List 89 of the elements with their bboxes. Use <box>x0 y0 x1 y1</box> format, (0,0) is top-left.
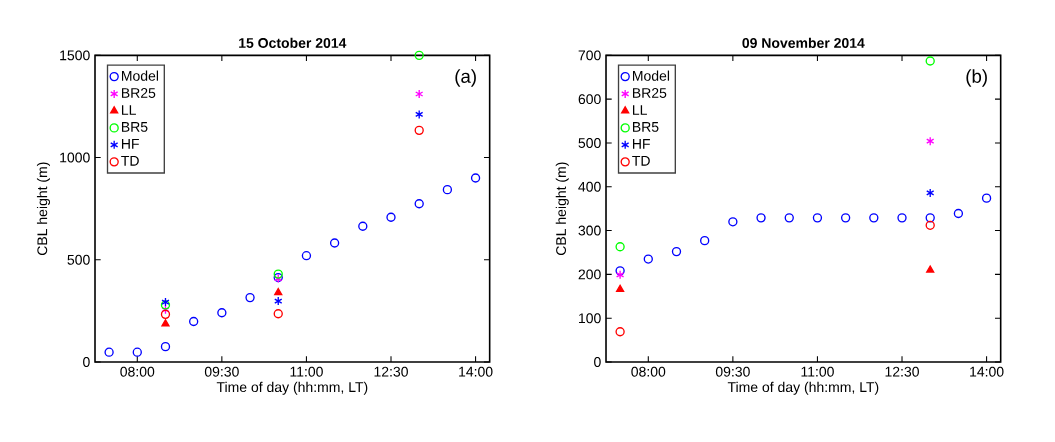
point <box>700 235 710 246</box>
point <box>104 347 114 357</box>
x-axis-title: Time of day (hh:mm, LT) <box>216 381 368 395</box>
legend-label: BR5 <box>633 122 659 132</box>
y-tick-label: 500 <box>578 138 601 148</box>
point <box>273 309 283 319</box>
x-tick-label: 11:00 <box>801 366 834 377</box>
y-tick-label: 100 <box>579 313 601 324</box>
point <box>132 347 142 357</box>
x-tick-label: 14:00 <box>459 366 493 377</box>
y-tick-label: 1000 <box>60 152 90 163</box>
point <box>812 213 823 223</box>
point <box>869 213 879 223</box>
point <box>953 208 964 219</box>
x-tick-label: 12:30 <box>885 366 919 377</box>
x-tick-label: 14:00 <box>970 366 1004 377</box>
y-tick-label: 0 <box>594 357 601 367</box>
point <box>926 265 935 273</box>
point <box>926 136 935 146</box>
legend-label: HF <box>121 139 139 149</box>
point <box>274 296 283 306</box>
point <box>470 173 481 183</box>
point <box>415 109 424 120</box>
x-axis-title: Time of day (hh:mm, LT) <box>727 381 879 395</box>
legend-label: LL <box>121 105 136 115</box>
point <box>728 217 738 227</box>
point <box>161 304 170 315</box>
point <box>217 308 227 318</box>
x-tick-label: 09:30 <box>204 366 239 377</box>
point <box>245 292 255 303</box>
legend-label: BR5 <box>121 122 148 132</box>
y-tick-label: 300 <box>578 225 601 236</box>
point <box>615 327 625 337</box>
legend-label: HF <box>633 139 650 149</box>
point <box>386 212 396 222</box>
point <box>415 89 424 99</box>
y-tick-label: 700 <box>578 50 601 61</box>
chart-title: 15 October 2014 <box>239 37 347 48</box>
point <box>671 246 682 257</box>
y-tick-label: 600 <box>578 94 601 105</box>
legend-label: TD <box>632 156 650 166</box>
legend-label: Model <box>633 70 670 81</box>
point <box>615 266 625 276</box>
point <box>161 319 170 327</box>
y-tick-label: 1500 <box>60 50 90 61</box>
y-tick-label: 200 <box>578 269 601 280</box>
point <box>273 269 283 279</box>
y-tick-label: 0 <box>83 357 90 367</box>
point <box>840 213 851 223</box>
annotation: (a) <box>455 69 476 87</box>
x-tick-label: 11:00 <box>290 366 323 377</box>
point <box>925 220 935 230</box>
x-tick-label: 12:30 <box>374 366 408 377</box>
point <box>615 284 625 292</box>
point <box>414 50 424 60</box>
legend-label: BR25 <box>121 88 156 98</box>
point <box>414 199 424 209</box>
point <box>189 316 199 327</box>
y-tick-label: 500 <box>67 254 90 265</box>
point <box>615 270 625 280</box>
point <box>926 188 935 198</box>
x-tick-label: 09:30 <box>715 366 750 377</box>
point <box>925 56 935 66</box>
legend-label: TD <box>121 156 139 166</box>
y-axis-title: CBL height (m) <box>36 162 50 256</box>
point <box>615 242 625 252</box>
y-axis-title: CBL height (m) <box>555 162 569 256</box>
point <box>301 251 312 261</box>
point <box>925 213 935 223</box>
legend-label: LL <box>633 105 647 115</box>
point <box>329 238 340 248</box>
point <box>358 221 368 231</box>
point <box>643 254 653 264</box>
point <box>160 342 171 352</box>
point <box>784 213 794 223</box>
x-tick-label: 08:00 <box>631 366 666 377</box>
point <box>442 184 453 195</box>
y-tick-label: 400 <box>578 181 601 192</box>
x-tick-label: 08:00 <box>120 366 155 377</box>
point <box>897 213 907 223</box>
point <box>160 309 171 320</box>
annotation: (b) <box>966 69 987 87</box>
point <box>981 193 992 203</box>
point <box>414 125 424 136</box>
chart-title: 09 November 2014 <box>742 37 865 48</box>
point <box>274 288 283 296</box>
legend-label: Model <box>121 70 159 81</box>
point <box>756 213 766 223</box>
legend-label: BR25 <box>633 88 667 98</box>
